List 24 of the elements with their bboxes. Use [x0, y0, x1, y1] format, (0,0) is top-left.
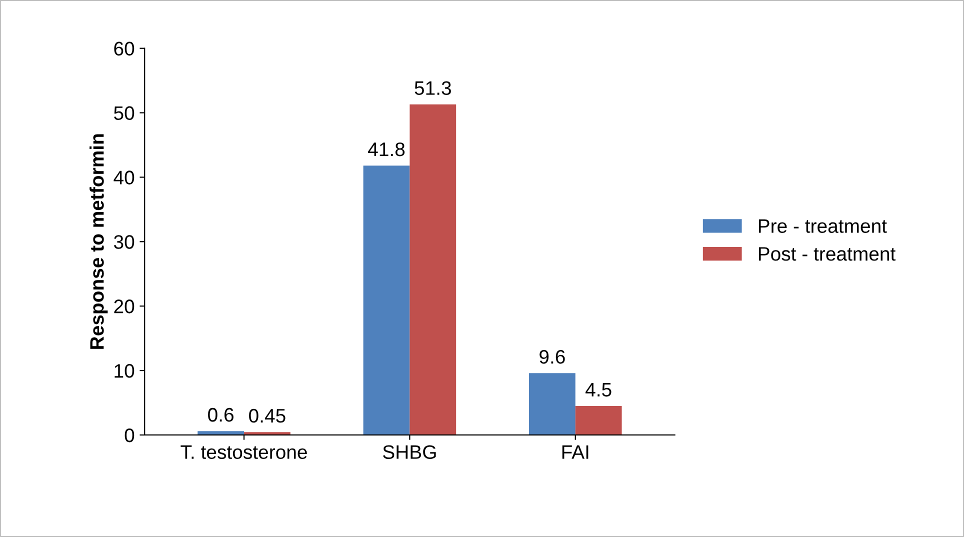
- data-label: 0.45: [249, 408, 286, 423]
- y-tick-label: 50: [114, 106, 134, 120]
- data-label: 41.8: [368, 142, 405, 156]
- y-tick-label: 10: [114, 364, 134, 378]
- legend-label: Post - treatment: [758, 247, 896, 261]
- y-tick-label: 60: [114, 42, 134, 56]
- bar: [198, 431, 244, 435]
- y-tick-label: 40: [114, 170, 134, 184]
- x-tick-label: FAI: [562, 445, 588, 459]
- legend-label: Pre - treatment: [758, 219, 887, 233]
- y-axis-title: Response to metformin: [90, 134, 108, 349]
- y-tick-label: 30: [114, 235, 134, 249]
- bar: [410, 104, 456, 435]
- y-tick-label: 20: [114, 300, 134, 314]
- data-label: 51.3: [414, 81, 451, 95]
- bar: [528, 373, 576, 435]
- bar: [575, 406, 622, 435]
- data-label: 0.6: [208, 408, 234, 422]
- x-tick-label: SHBG: [383, 445, 436, 459]
- x-tick-label: T. testosterone: [180, 445, 307, 459]
- bar: [363, 166, 410, 435]
- data-label: 4.5: [586, 383, 612, 397]
- data-label: 9.6: [540, 350, 565, 364]
- y-tick-label: 0: [124, 428, 134, 442]
